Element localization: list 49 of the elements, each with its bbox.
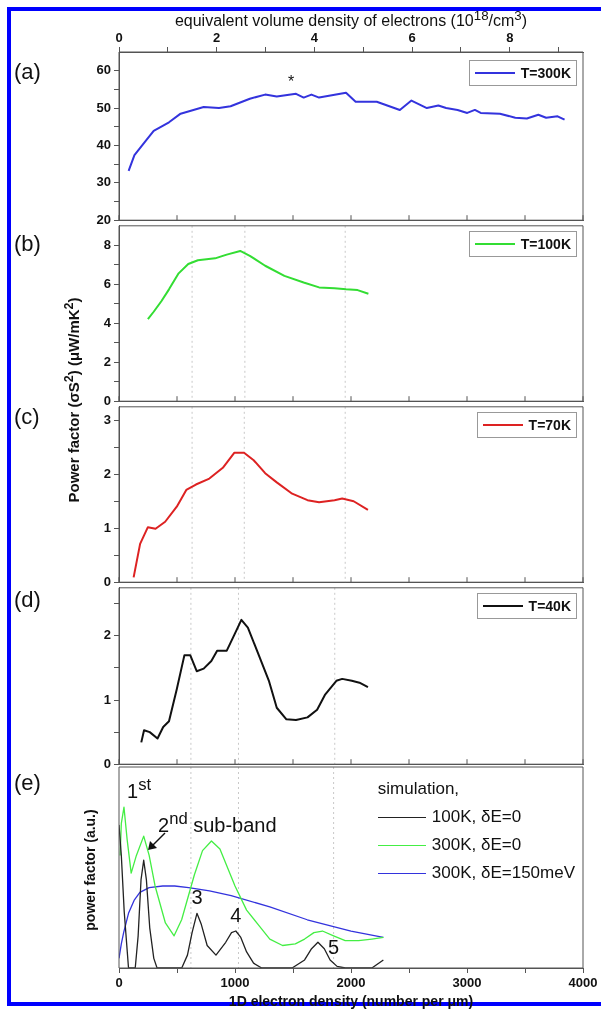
legend-label: T=100K [520,235,571,254]
y-tick-label: 0 [103,392,111,408]
y-tick-label: 20 [96,211,111,227]
text: (a) [14,59,41,85]
x-tick-label: 3000 [452,975,482,991]
text: 1$^{st}$ [127,775,152,803]
y-tick-label: 3 [103,411,111,427]
annotation: 3 [191,885,203,908]
y-tick-label: 60 [96,62,111,78]
x-tick-label: 0 [115,975,123,991]
legend-label: T=40K [528,597,571,616]
x-tick-label: 4000 [568,975,598,991]
x2-tick-label: 4 [310,29,319,45]
y-tick-label: 30 [96,174,111,190]
annotation: 4 [230,903,242,926]
y-axis-title: power factor (a.u.) [82,809,98,931]
text: (b) [14,231,41,257]
legend-label: T=300K [520,64,571,83]
text: (c) [14,404,40,430]
x2-tick-label: 2 [213,29,221,45]
y-tick-label: 1 [103,519,111,535]
x2-tick-label: 8 [506,29,514,45]
y-tick-label: 2 [103,353,111,369]
y-tick-label: 50 [96,99,111,115]
x-tick-label: 2000 [336,975,366,991]
y-tick-label: 0 [103,573,111,589]
y-tick-label: 2 [103,627,111,643]
y-tick-label: 2 [103,465,111,481]
x2-axis-title: equivalent volume density of electrons (10$^{18}$/cm$^{3}$) [173,8,529,31]
legend-label: T=70K [528,416,571,435]
x2-tick-label: 0 [115,29,123,45]
y-tick-label: 6 [103,275,111,291]
annotation: 5 [328,935,340,958]
legend-label: 100K, δE=0 [431,806,522,828]
text: (e) [14,770,41,796]
annotation: * [287,72,295,90]
x2-tick-label: 6 [408,29,416,45]
y-tick-label: 4 [103,314,112,330]
legend-label: 300K, δE=150meV [431,862,575,884]
text: (d) [14,587,41,613]
y-tick-label: 0 [103,755,111,771]
legend-title: simulation, [377,778,461,800]
annotation: 2$^{nd}$ sub-band [158,809,277,837]
y-tick-label: 1 [103,691,111,707]
legend-label: 300K, δE=0 [431,834,522,856]
x-axis-title: 1D electron density (number per μm) [228,993,474,1010]
y-tick-label: 8 [103,236,111,252]
x-tick-label: 1000 [220,975,250,991]
y-tick-label: 40 [96,137,111,153]
